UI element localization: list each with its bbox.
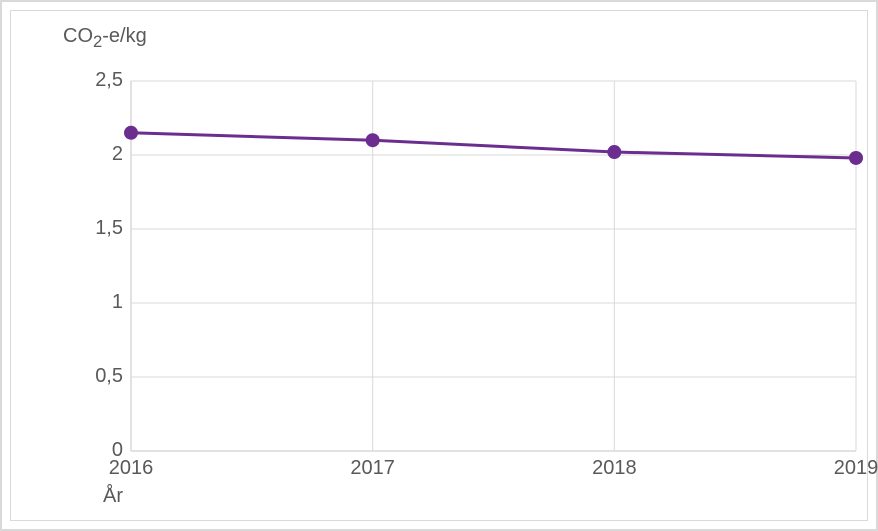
y-tick-label: 1,5: [73, 217, 123, 240]
series-line: [131, 133, 856, 158]
y-tick-label: 2: [73, 143, 123, 166]
x-tick-label: 2018: [574, 457, 654, 480]
plot-svg: [131, 81, 856, 451]
data-point: [607, 145, 621, 159]
y-tick-label: 1: [73, 291, 123, 314]
plot-area: [131, 81, 856, 451]
data-point: [366, 133, 380, 147]
y-tick-label: 2,5: [73, 69, 123, 92]
x-axis-title: År: [103, 485, 123, 508]
data-point: [124, 126, 138, 140]
chart-inner-frame: CO2-e/kg År 00,511,522,52016201720182019: [10, 10, 868, 521]
x-tick-label: 2019: [816, 457, 878, 480]
x-tick-label: 2016: [91, 457, 171, 480]
chart-outer-frame: CO2-e/kg År 00,511,522,52016201720182019: [0, 0, 878, 531]
data-point: [849, 151, 863, 165]
x-tick-label: 2017: [333, 457, 413, 480]
y-tick-label: 0,5: [73, 365, 123, 388]
y-axis-title: CO2-e/kg: [63, 25, 147, 52]
